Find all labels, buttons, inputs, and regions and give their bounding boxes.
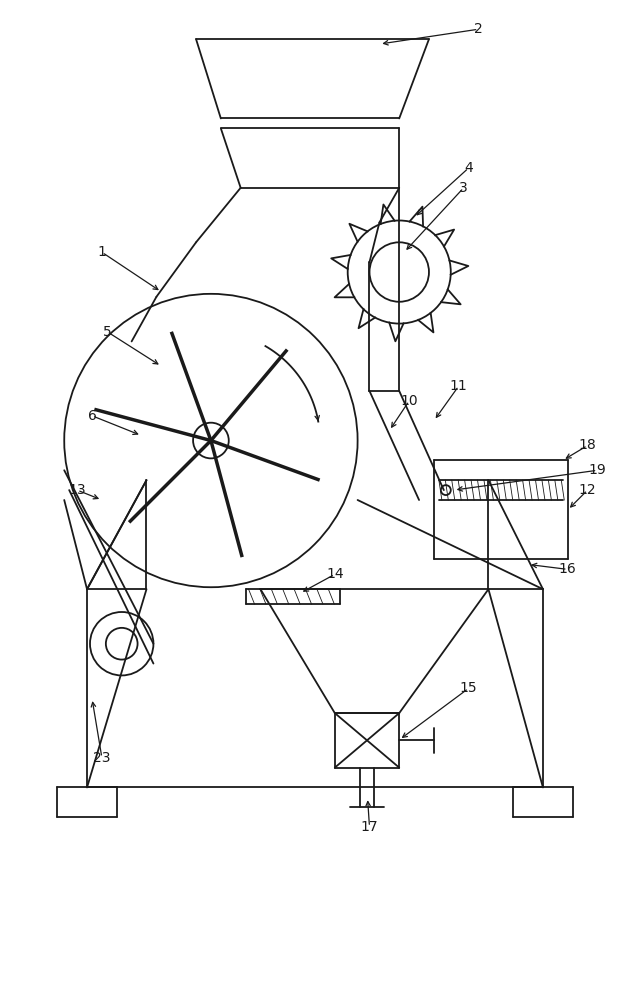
Text: 12: 12 [579,483,596,497]
Text: 6: 6 [88,409,97,423]
Text: 2: 2 [474,22,483,36]
Circle shape [90,612,154,675]
Text: 19: 19 [589,463,606,477]
Text: 11: 11 [450,379,468,393]
Text: 14: 14 [326,567,344,581]
Text: 18: 18 [579,438,596,452]
Circle shape [441,485,451,495]
Text: 1: 1 [97,245,107,259]
Text: 17: 17 [361,820,378,834]
Circle shape [106,628,137,660]
Text: 4: 4 [464,161,473,175]
Circle shape [369,242,429,302]
Text: 16: 16 [559,562,577,576]
Circle shape [64,294,357,587]
Text: 5: 5 [102,325,111,339]
Text: 10: 10 [400,394,418,408]
Text: 23: 23 [93,751,110,765]
Text: 13: 13 [68,483,86,497]
Circle shape [193,423,229,458]
Text: 15: 15 [460,681,477,695]
Text: 3: 3 [460,181,468,195]
Circle shape [348,220,451,324]
